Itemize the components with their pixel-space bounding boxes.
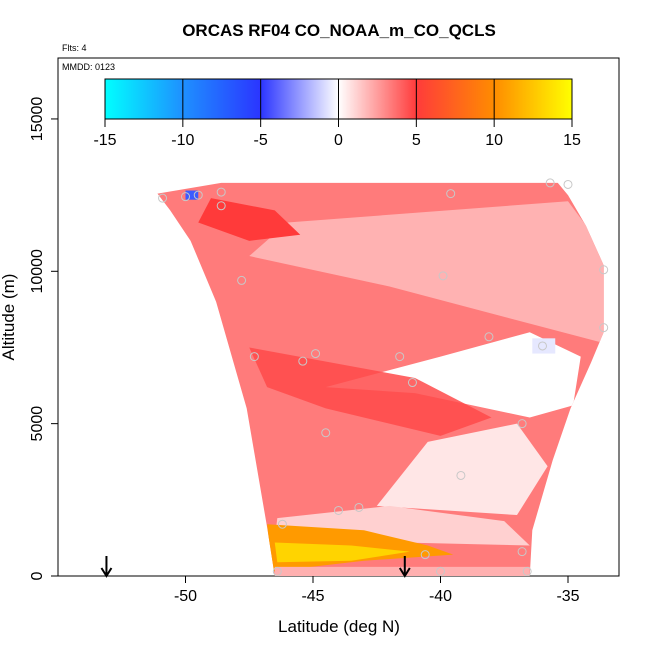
colorbar-tick-label: -5	[254, 132, 268, 149]
field-pink-band	[249, 201, 604, 345]
colorbar-tick-label: 15	[563, 132, 581, 149]
colorbar: -15 -10 -5 0 5 10 15	[93, 78, 581, 149]
sample-point	[277, 519, 287, 529]
sample-point	[420, 550, 430, 560]
y-tick-label: 0	[29, 571, 46, 580]
field-pale-blue-cell	[532, 338, 556, 354]
x-tick-label: -35	[556, 588, 579, 605]
x-axis: -50 -45 -40 -35	[174, 576, 580, 605]
x-axis-label: Latitude (deg N)	[278, 617, 400, 636]
sample-point	[446, 189, 456, 199]
sample-point	[334, 505, 343, 515]
field-blue-cell	[185, 190, 199, 200]
sample-point	[484, 332, 494, 342]
sample-point	[216, 201, 226, 211]
sample-point	[311, 349, 321, 359]
x-tick-label: -45	[301, 588, 324, 605]
y-tick-label: 5000	[29, 406, 46, 442]
sample-point	[522, 566, 532, 576]
colorbar-tick-label: 10	[485, 132, 503, 149]
sample-point	[249, 352, 259, 362]
sample-point	[407, 378, 417, 388]
sample-point	[517, 419, 527, 429]
sample-point	[517, 547, 527, 557]
field-light-region	[376, 423, 548, 516]
sample-point	[563, 179, 573, 189]
sample-point	[538, 341, 547, 351]
x-tick-label: -40	[429, 588, 452, 605]
colorbar-tick-label: 5	[412, 132, 421, 149]
sample-point	[436, 566, 445, 576]
date-label: MMDD: 0123	[62, 62, 115, 72]
chart-title: ORCAS RF04 CO_NOAA_m_CO_QCLS	[182, 21, 496, 40]
sample-point	[456, 470, 466, 480]
sample-points	[158, 178, 609, 576]
sample-point	[354, 502, 364, 512]
colorbar-tick-label: -15	[93, 132, 116, 149]
sample-point	[599, 323, 609, 333]
flights-label: Flts: 4	[62, 43, 87, 53]
y-axis-label: Altitude (m)	[0, 274, 18, 361]
flight-arrow-head	[398, 567, 411, 578]
sample-point	[272, 566, 282, 576]
x-tick-label: -50	[174, 588, 197, 605]
y-tick-label: 10000	[29, 249, 46, 294]
y-tick-label: 15000	[29, 97, 46, 142]
colorbar-tick-label: 0	[334, 132, 343, 149]
sample-point	[599, 265, 609, 275]
curtain-field	[157, 182, 604, 576]
sample-point	[237, 275, 247, 285]
sample-point	[395, 352, 405, 362]
colorbar-tick-label: -10	[171, 132, 194, 149]
sample-point	[216, 187, 226, 197]
flight-arrow-head	[100, 567, 113, 578]
flight-arrows	[100, 556, 411, 578]
field-yellow-core	[274, 542, 410, 563]
sample-point	[321, 428, 331, 438]
y-axis: 0 5000 10000 15000	[29, 97, 58, 580]
sample-point	[298, 356, 308, 366]
sample-point	[545, 178, 555, 188]
field-white-region	[325, 332, 581, 418]
sample-point	[181, 192, 190, 202]
field-red-band	[249, 347, 492, 436]
sample-point	[158, 193, 168, 203]
sample-point	[193, 190, 203, 200]
sample-point	[438, 271, 448, 281]
